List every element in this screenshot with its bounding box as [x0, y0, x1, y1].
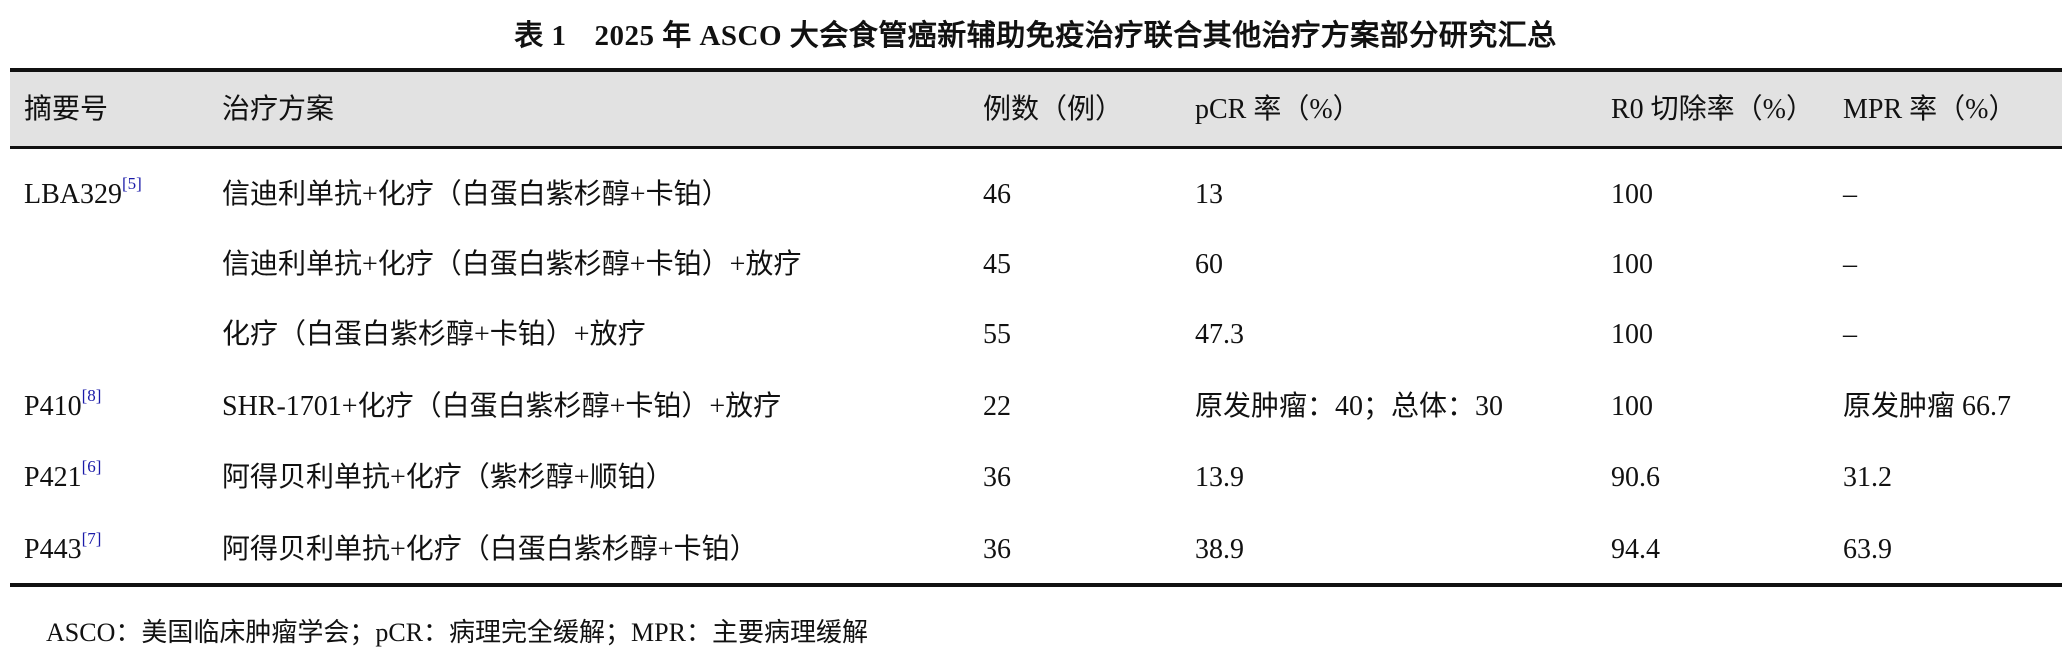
cell-text: 化疗（白蛋白紫杉醇+卡铂）+放疗	[222, 319, 646, 350]
cell-text: P410	[24, 391, 82, 422]
cell-text: –	[1843, 179, 1857, 210]
cell-text: 45	[983, 249, 1011, 280]
header-r0: R0 切除率（%）	[1611, 94, 1815, 125]
cell-text: 55	[983, 319, 1011, 350]
cell-n: 36	[983, 536, 1011, 564]
cell-text: P421	[24, 462, 82, 493]
cell-id: LBA329[5]	[24, 175, 142, 210]
cell-pcr: 13	[1195, 181, 1223, 209]
cell-n: 46	[983, 181, 1011, 209]
cell-regimen: 信迪利单抗+化疗（白蛋白紫杉醇+卡铂）	[222, 181, 730, 209]
cell-id: P410[8]	[24, 387, 101, 422]
header-cases: 例数（例）	[983, 94, 1124, 125]
header-pcr: pCR 率（%）	[1195, 94, 1361, 125]
cell-mpr: 63.9	[1843, 536, 1892, 564]
cell-text: 100	[1611, 249, 1653, 280]
cell-text: 46	[983, 179, 1011, 210]
cell-n: 22	[983, 393, 1011, 421]
cell-text: 信迪利单抗+化疗（白蛋白紫杉醇+卡铂）+放疗	[222, 249, 802, 280]
cell-regimen: SHR-1701+化疗（白蛋白紫杉醇+卡铂）+放疗	[222, 393, 781, 421]
cell-r0: 90.6	[1611, 464, 1660, 492]
table-caption: 2025 年 ASCO 大会食管癌新辅助免疫治疗联合其他治疗方案部分研究汇总	[594, 20, 1557, 52]
cell-n: 55	[983, 321, 1011, 349]
cell-text: 60	[1195, 249, 1223, 280]
cell-regimen: 阿得贝利单抗+化疗（紫杉醇+顺铂）	[222, 464, 674, 492]
reference-link[interactable]: [8]	[81, 386, 102, 405]
header-abstract-no: 摘要号	[24, 94, 109, 125]
cell-text: 13.9	[1195, 462, 1244, 493]
cell-pcr: 47.3	[1195, 321, 1244, 349]
cell-pcr: 原发肿瘤：40；总体：30	[1195, 393, 1503, 421]
cell-text: 94.4	[1611, 534, 1660, 565]
cell-id: P443[7]	[24, 530, 101, 565]
cell-regimen: 化疗（白蛋白紫杉醇+卡铂）+放疗	[222, 321, 646, 349]
cell-text: 原发肿瘤 66.7	[1843, 391, 2012, 422]
cell-text: LBA329	[24, 179, 122, 210]
cell-mpr: 31.2	[1843, 464, 1892, 492]
cell-r0: 100	[1611, 393, 1653, 421]
cell-mpr: 原发肿瘤 66.7	[1843, 393, 2011, 421]
cell-text: 阿得贝利单抗+化疗（紫杉醇+顺铂）	[222, 462, 674, 493]
cell-text: 100	[1611, 319, 1653, 350]
cell-r0: 100	[1611, 251, 1653, 279]
cell-regimen: 信迪利单抗+化疗（白蛋白紫杉醇+卡铂）+放疗	[222, 251, 801, 279]
reference-link[interactable]: [6]	[81, 457, 102, 476]
cell-id: P421[6]	[24, 458, 101, 493]
cell-mpr: –	[1843, 251, 1857, 279]
cell-text: 63.9	[1843, 534, 1892, 565]
table-number: 表 1	[514, 20, 567, 52]
cell-text: SHR-1701+化疗（白蛋白紫杉醇+卡铂）+放疗	[222, 391, 782, 422]
cell-n: 36	[983, 464, 1011, 492]
cell-text: P443	[24, 534, 82, 565]
cell-text: 100	[1611, 391, 1653, 422]
bottom-rule	[10, 583, 2062, 587]
cell-text: 100	[1611, 179, 1653, 210]
cell-text: –	[1843, 319, 1857, 350]
cell-r0: 100	[1611, 321, 1653, 349]
cell-mpr: –	[1843, 181, 1857, 209]
footnote: ASCO：美国临床肿瘤学会；pCR：病理完全缓解；MPR：主要病理缓解	[46, 618, 868, 647]
cell-text: 36	[983, 462, 1011, 493]
cell-pcr: 38.9	[1195, 536, 1244, 564]
cell-pcr: 13.9	[1195, 464, 1244, 492]
cell-regimen: 阿得贝利单抗+化疗（白蛋白紫杉醇+卡铂）	[222, 536, 758, 564]
cell-text: 38.9	[1195, 534, 1244, 565]
cell-text: 阿得贝利单抗+化疗（白蛋白紫杉醇+卡铂）	[222, 534, 758, 565]
cell-text: 信迪利单抗+化疗（白蛋白紫杉醇+卡铂）	[222, 179, 730, 210]
cell-n: 45	[983, 251, 1011, 279]
header-row	[10, 72, 2062, 147]
cell-pcr: 60	[1195, 251, 1223, 279]
reference-link[interactable]: [7]	[81, 529, 102, 548]
cell-text: 22	[983, 391, 1011, 422]
cell-text: –	[1843, 249, 1857, 280]
cell-text: 90.6	[1611, 462, 1660, 493]
cell-text: 47.3	[1195, 319, 1244, 350]
cell-text: 13	[1195, 179, 1223, 210]
cell-mpr: –	[1843, 321, 1857, 349]
header-mpr: MPR 率（%）	[1843, 94, 2017, 125]
reference-link[interactable]: [5]	[122, 174, 142, 193]
header-rule	[10, 146, 2062, 149]
cell-text: 36	[983, 534, 1011, 565]
cell-text: 31.2	[1843, 462, 1892, 493]
cell-text: 原发肿瘤：40；总体：30	[1195, 391, 1504, 422]
top-rule	[10, 68, 2062, 72]
header-regimen: 治疗方案	[222, 94, 335, 125]
table-title: 表 1 2025 年 ASCO 大会食管癌新辅助免疫治疗联合其他治疗方案部分研究汇…	[0, 12, 2071, 54]
cell-r0: 94.4	[1611, 536, 1660, 564]
cell-r0: 100	[1611, 181, 1653, 209]
